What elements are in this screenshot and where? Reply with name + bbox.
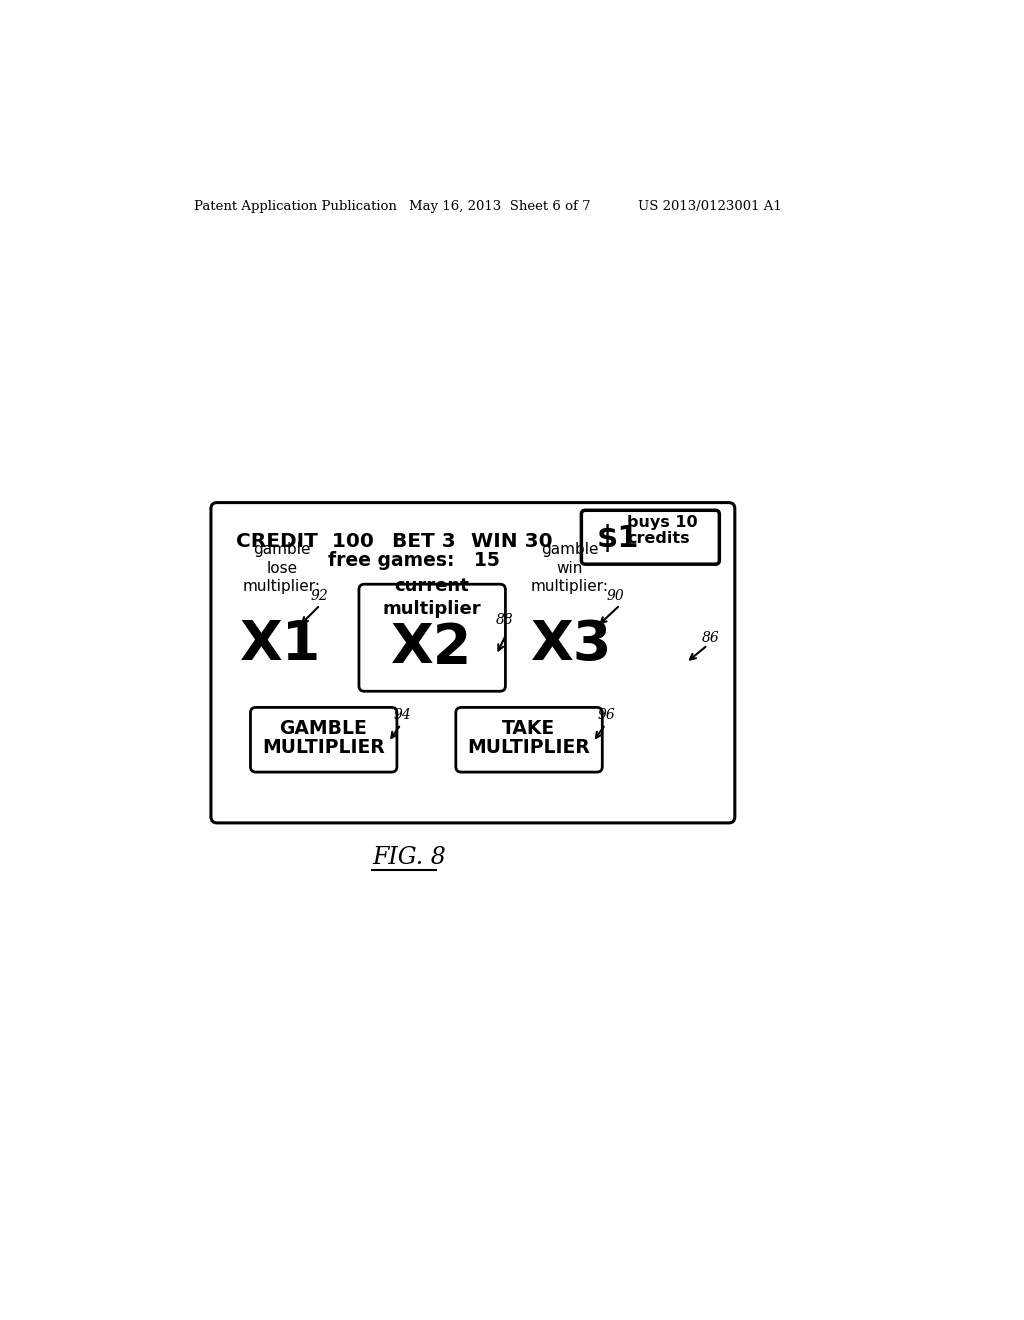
Text: X1: X1 <box>241 619 322 672</box>
Text: current
multiplier: current multiplier <box>383 577 481 618</box>
Text: BET 3: BET 3 <box>391 532 456 552</box>
Text: MULTIPLIER: MULTIPLIER <box>262 738 385 756</box>
Text: gamble
lose
multiplier:: gamble lose multiplier: <box>243 543 321 594</box>
Text: May 16, 2013  Sheet 6 of 7: May 16, 2013 Sheet 6 of 7 <box>409 201 590 213</box>
FancyBboxPatch shape <box>582 511 719 564</box>
Text: 92: 92 <box>311 590 329 603</box>
Text: TAKE: TAKE <box>502 719 555 738</box>
FancyBboxPatch shape <box>456 708 602 772</box>
Text: WIN 30: WIN 30 <box>471 532 552 552</box>
Text: X2: X2 <box>391 620 472 675</box>
FancyBboxPatch shape <box>359 585 506 692</box>
Text: buys 10: buys 10 <box>627 515 697 531</box>
Text: US 2013/0123001 A1: US 2013/0123001 A1 <box>638 201 781 213</box>
Text: 96: 96 <box>598 708 615 722</box>
Text: 88: 88 <box>496 614 514 627</box>
Text: $1: $1 <box>597 524 639 553</box>
Text: Patent Application Publication: Patent Application Publication <box>194 201 396 213</box>
Text: 90: 90 <box>606 590 624 603</box>
Text: CREDIT  100: CREDIT 100 <box>237 532 375 552</box>
Text: MULTIPLIER: MULTIPLIER <box>467 738 590 756</box>
Text: free games:   15: free games: 15 <box>328 552 500 570</box>
Text: X3: X3 <box>531 619 612 672</box>
Text: GAMBLE: GAMBLE <box>280 719 368 738</box>
Text: FIG. 8: FIG. 8 <box>372 846 445 869</box>
FancyBboxPatch shape <box>211 503 735 822</box>
Text: credits: credits <box>627 532 690 546</box>
FancyBboxPatch shape <box>251 708 397 772</box>
Text: 86: 86 <box>701 631 719 645</box>
Text: 94: 94 <box>393 708 411 722</box>
Text: gamble
win
multiplier:: gamble win multiplier: <box>531 543 609 594</box>
